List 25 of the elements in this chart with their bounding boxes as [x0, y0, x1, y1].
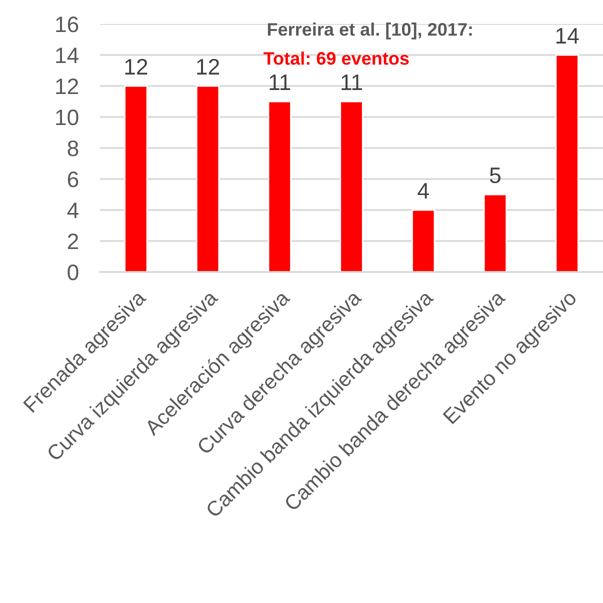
- y-tick-label: 6: [68, 172, 78, 188]
- data-label: 4: [418, 183, 429, 198]
- data-label: 14: [556, 28, 579, 44]
- y-tick-label: 8: [68, 140, 78, 156]
- data-label: 5: [490, 168, 500, 184]
- bar: [196, 85, 220, 272]
- data-label: 12: [197, 58, 220, 74]
- bar: [412, 209, 436, 272]
- bar: [340, 100, 364, 272]
- text: Total: 69 eventos: [264, 52, 409, 65]
- bar: [124, 85, 148, 272]
- data-label: 11: [342, 74, 362, 90]
- data-label: 11: [270, 74, 290, 90]
- chart-title: Ferreira et al. [10], 2017:: [268, 22, 472, 40]
- y-tick-label: 2: [68, 234, 78, 250]
- y-tick-label: 0: [68, 264, 78, 280]
- y-tick-label: 16: [56, 16, 78, 32]
- bar: [555, 54, 579, 272]
- y-tick-label: 14: [56, 48, 79, 64]
- bar: [483, 194, 508, 272]
- y-tick-label: 12: [56, 78, 78, 94]
- y-tick-label: 4: [67, 202, 79, 218]
- data-label: 12: [125, 58, 148, 74]
- bar: [268, 100, 292, 272]
- y-tick-label: 10: [56, 110, 78, 126]
